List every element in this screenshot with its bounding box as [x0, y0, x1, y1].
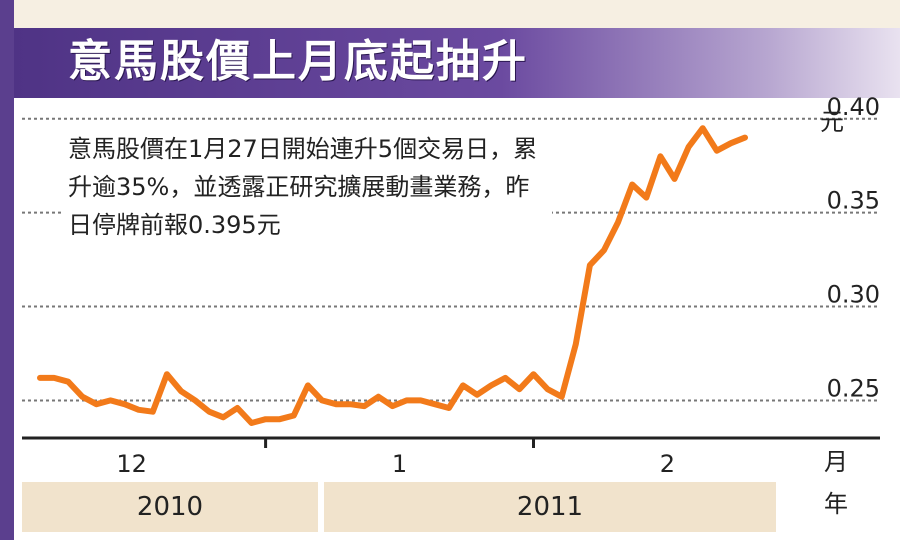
- x-tick-label: 1: [392, 450, 407, 478]
- price-series-line: [37, 125, 748, 426]
- year-label-2010: 2010: [22, 482, 318, 532]
- y-tick-label: 0.40: [827, 93, 880, 121]
- chart-annotation: 意馬股價在1月27日開始連升5個交易日，累升逾35%，並透露正研究擴展動畫業務，…: [62, 130, 552, 244]
- x-axis-unit: 月: [824, 448, 848, 476]
- y-axis-unit: 元: [820, 108, 844, 136]
- y-tick-label: 0.25: [827, 374, 880, 402]
- chart-title: 意馬股價上月底起抽升: [68, 36, 528, 87]
- y-tick-label: 0.30: [827, 281, 880, 309]
- year-label-2011: 2011: [324, 482, 776, 532]
- x-tick-label: 2: [660, 450, 675, 478]
- x-year-unit: 年: [824, 490, 848, 518]
- y-tick-label: 0.35: [827, 187, 880, 215]
- x-tick-label: 12: [116, 450, 147, 478]
- accent-bar: [0, 0, 14, 540]
- title-banner: [14, 28, 900, 98]
